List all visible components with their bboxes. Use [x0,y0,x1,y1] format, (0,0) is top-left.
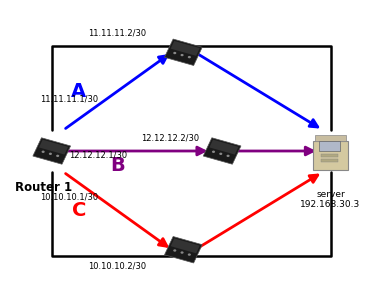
Circle shape [173,249,176,252]
Circle shape [181,251,184,254]
Text: server
192.168.30.3: server 192.168.30.3 [300,190,361,209]
Circle shape [181,54,184,56]
Bar [313,140,348,170]
Bar [209,140,238,155]
Circle shape [212,151,215,153]
Bar [315,135,346,140]
Bar [165,236,202,263]
Circle shape [227,155,230,157]
Circle shape [56,155,59,157]
Text: C: C [72,201,86,220]
Text: 11.11.11.1/30: 11.11.11.1/30 [40,94,98,103]
Circle shape [188,253,191,256]
Circle shape [49,153,52,155]
Bar [165,39,202,66]
Bar [39,140,68,155]
Circle shape [219,153,222,155]
Bar [203,138,241,164]
Bar [321,154,338,157]
Circle shape [188,56,191,58]
Bar [171,41,200,56]
Text: 12.12.12.1/30: 12.12.12.1/30 [69,151,127,160]
Text: Router 1: Router 1 [16,181,73,194]
Bar [171,239,200,253]
Text: A: A [71,82,87,101]
Circle shape [173,52,176,54]
Bar [319,140,340,151]
Text: 11.11.11.2/30: 11.11.11.2/30 [89,28,147,37]
Text: B: B [110,156,125,175]
Text: 10.10.10.1/30: 10.10.10.1/30 [40,193,98,202]
Text: 12.12.12.2/30: 12.12.12.2/30 [141,133,199,142]
Bar [33,138,71,164]
Text: 10.10.10.2/30: 10.10.10.2/30 [89,262,147,271]
Bar [321,159,338,162]
Circle shape [42,151,45,153]
